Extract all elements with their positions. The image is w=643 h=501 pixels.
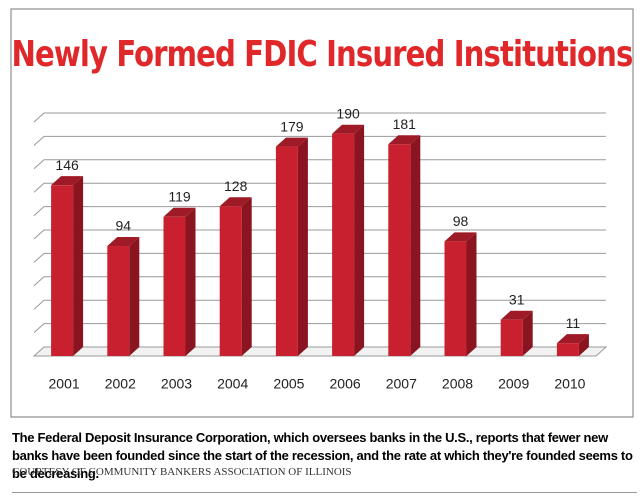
x-tick-label: 2002 [105,376,136,392]
bar [219,206,242,356]
rule [12,492,637,493]
bar-side [354,124,365,356]
bar-top [163,207,196,217]
bar-top [219,197,252,207]
bar-top [51,176,84,186]
x-tick-label: 2003 [161,376,192,392]
bar [444,241,467,356]
x-tick-label: 2007 [386,376,417,392]
bar-top [444,232,477,242]
value-label: 94 [116,218,132,234]
value-label: 128 [224,178,248,194]
bar [500,319,523,356]
bar [332,133,355,356]
bar-top [388,135,421,145]
x-tick-label: 2009 [498,376,529,392]
caption: The Federal Deposit Insurance Corporatio… [12,430,633,481]
bar-top [275,137,308,147]
bar-top [332,124,365,134]
x-tick-label: 2004 [217,376,248,392]
bar [556,343,579,356]
value-label: 179 [280,118,304,134]
bar-side [185,207,196,356]
value-label: 98 [453,213,469,229]
x-tick-label: 2005 [273,376,304,392]
bar-top [556,334,589,344]
bar-side [466,232,477,356]
chart-title: Newly Formed FDIC Insured Institutions [12,33,633,75]
bar [107,246,130,356]
grid-line [33,112,606,123]
bar-side [297,137,308,356]
value-label: 31 [509,291,525,307]
chart: Newly Formed FDIC Insured Institutions 2… [10,8,634,418]
value-label: 190 [336,105,360,121]
value-label: 11 [566,315,581,331]
bar-side [522,310,533,356]
credit: COURTESY OF COMMUNITY BANKERS ASSOCIATIO… [12,466,352,478]
bar [388,144,411,356]
bar [275,146,298,356]
x-tick-label: 2006 [330,376,361,392]
bar-top [500,310,533,320]
bar [163,216,186,356]
value-label: 119 [168,188,191,204]
x-tick-label: 2010 [554,376,585,392]
value-label: 181 [393,116,417,132]
bar-side [73,176,84,356]
value-label: 146 [55,157,79,173]
x-tick-label: 2001 [49,376,80,392]
bar-top [107,237,140,247]
bar-side [410,135,421,356]
bar-side [578,334,589,356]
x-tick-label: 2008 [442,376,473,392]
bar [51,185,74,356]
bar-side [129,237,140,356]
bar-side [241,197,252,356]
